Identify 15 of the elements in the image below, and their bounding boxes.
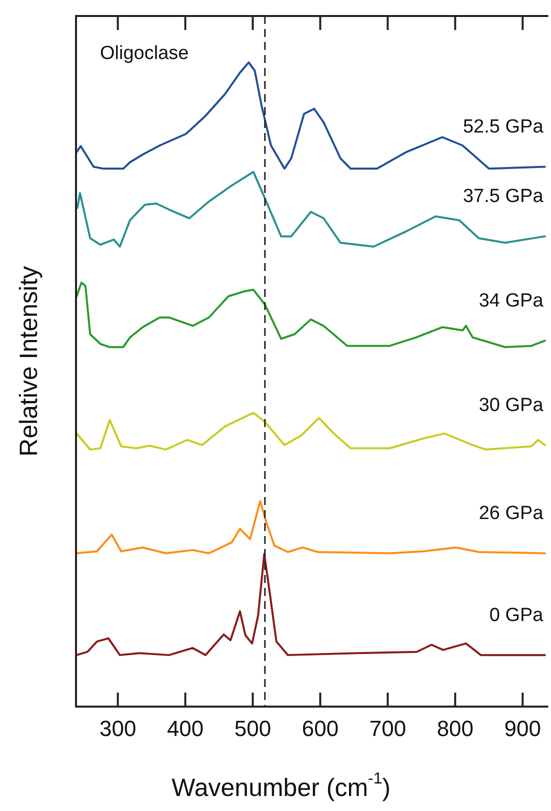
x-tick-label: 800 bbox=[436, 716, 474, 741]
x-tick-label: 400 bbox=[166, 716, 204, 741]
x-tick-label: 300 bbox=[99, 716, 136, 741]
y-axis-title: Relative Intensity bbox=[14, 266, 43, 456]
series-label: 30 GPa bbox=[478, 394, 544, 416]
x-tick-label: 700 bbox=[369, 716, 406, 741]
x-tick-label: 600 bbox=[302, 716, 339, 741]
annotation: Oligoclase bbox=[100, 43, 189, 64]
series-label: 52.5 GPa bbox=[462, 116, 544, 138]
x-tick-label: 500 bbox=[234, 716, 272, 741]
series-label: 34 GPa bbox=[478, 290, 544, 312]
series-label: 26 GPa bbox=[478, 503, 544, 524]
x-tick-label: 900 bbox=[504, 716, 542, 741]
series-label: 0 GPa bbox=[489, 604, 544, 626]
series-label: 37.5 GPa bbox=[462, 186, 544, 208]
